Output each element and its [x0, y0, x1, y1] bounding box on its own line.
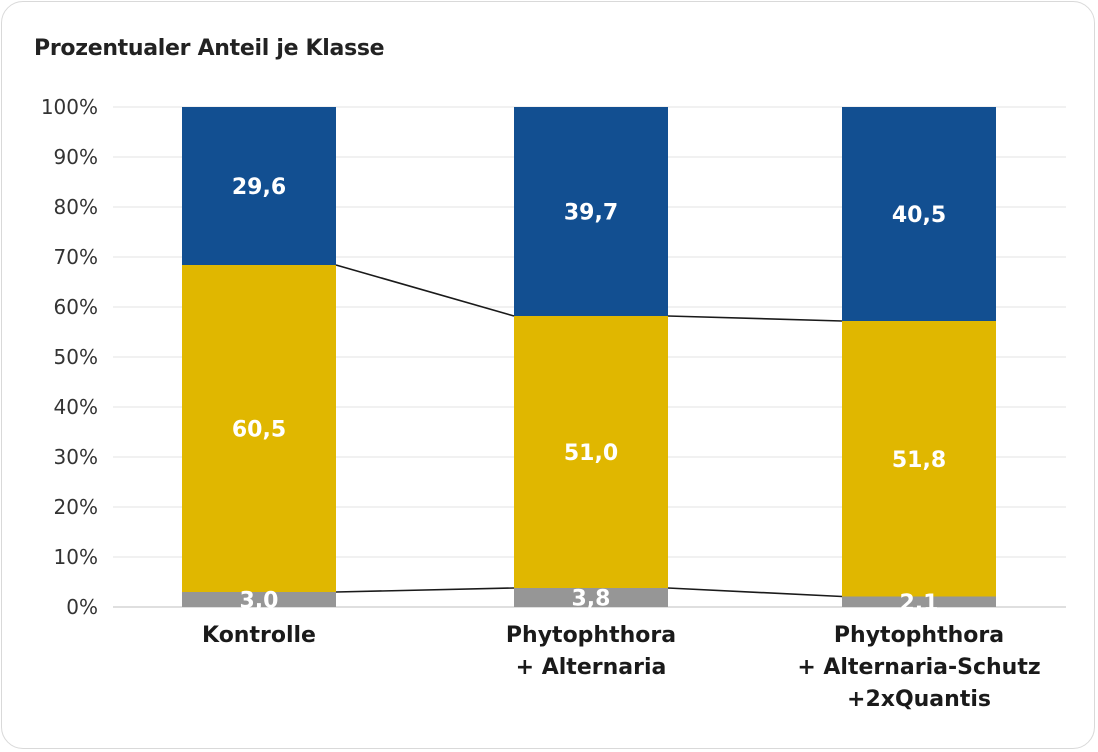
y-tick-label: 70% [54, 245, 98, 269]
connector-line [667, 587, 843, 598]
y-tick-label: 50% [54, 345, 98, 369]
x-axis-categories: Kontrolle Phytophthora + Alternaria Phytoph… [202, 623, 1041, 712]
bar-segment [182, 592, 336, 607]
data-labels: 3,0 60,5 29,6 3,8 51,0 39,7 2,1 51,8 40,5 [232, 175, 946, 616]
data-label: 2,1 [900, 591, 939, 616]
bar-segment [182, 265, 336, 592]
category-label: + Alternaria [516, 655, 667, 680]
y-axis-ticks: 0% 10% 20% 30% 40% 50% 60% 70% 80% 90% 100% [41, 95, 98, 619]
y-tick-label: 80% [54, 195, 98, 219]
data-label: 29,6 [232, 175, 286, 200]
data-label: 51,0 [564, 441, 618, 466]
bar-segment [842, 321, 996, 597]
bar-segment [182, 107, 336, 265]
connector-line [335, 264, 515, 317]
category-label: Phytophthora [834, 623, 1004, 648]
y-tick-label: 30% [54, 445, 98, 469]
y-tick-label: 90% [54, 145, 98, 169]
y-tick-label: 100% [41, 95, 98, 119]
y-tick-label: 20% [54, 495, 98, 519]
bar-segment [514, 588, 668, 607]
bar-segment [842, 107, 996, 321]
data-label: 3,0 [240, 589, 279, 614]
data-label: 51,8 [892, 448, 946, 473]
y-tick-label: 10% [54, 545, 98, 569]
bar-segment [514, 107, 668, 316]
data-label: 3,8 [572, 587, 611, 612]
connector-line [667, 315, 843, 322]
data-label: 39,7 [564, 201, 618, 226]
bar-segment [842, 596, 996, 607]
connector-line [335, 587, 515, 593]
chart-title: Prozentualer Anteil je Klasse [34, 36, 385, 61]
data-label: 40,5 [892, 203, 946, 228]
bar-segment [514, 316, 668, 588]
connector-lines [335, 264, 843, 598]
category-label: +2xQuantis [847, 687, 991, 712]
y-tick-label: 60% [54, 295, 98, 319]
y-tick-label: 0% [66, 595, 98, 619]
category-label: Kontrolle [202, 623, 316, 648]
y-tick-label: 40% [54, 395, 98, 419]
bars [182, 107, 996, 607]
data-label: 60,5 [232, 418, 286, 443]
category-label: Phytophthora [506, 623, 676, 648]
category-label: + Alternaria-Schutz [797, 655, 1040, 680]
